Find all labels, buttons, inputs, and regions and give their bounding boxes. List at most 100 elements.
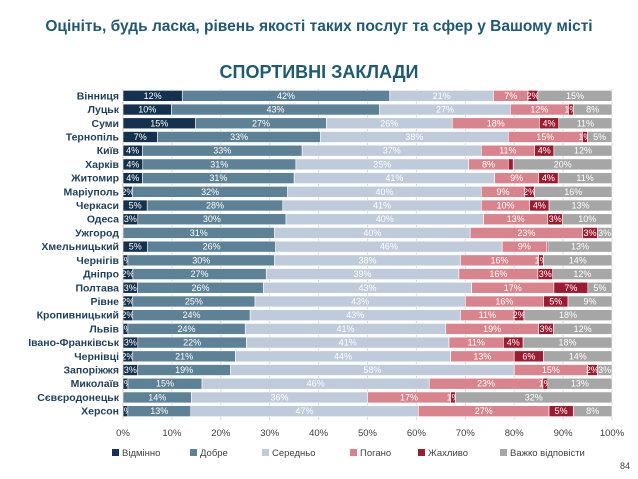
data-label: 9% xyxy=(583,296,596,306)
bar-segment xyxy=(587,281,613,294)
data-label: 14% xyxy=(569,351,587,361)
data-label: 4% xyxy=(126,173,139,183)
data-label: 12% xyxy=(574,324,592,334)
bar-segment xyxy=(567,295,613,308)
data-label: 1% xyxy=(539,379,552,389)
data-label: 39% xyxy=(354,269,372,279)
category-label: Одеса xyxy=(87,214,119,226)
data-label: 17% xyxy=(400,392,418,402)
data-label: 37% xyxy=(383,146,401,156)
data-label: 11% xyxy=(479,310,496,320)
data-label: 27% xyxy=(252,118,270,128)
data-label: 3% xyxy=(598,228,611,238)
x-tick-label: 10% xyxy=(162,428,182,439)
bar-segment xyxy=(552,268,613,280)
legend-label: Відмінно xyxy=(122,448,160,459)
data-label: 16% xyxy=(491,255,509,265)
category-label: Львів xyxy=(89,323,119,335)
data-label: 4% xyxy=(126,146,139,156)
data-label: 7% xyxy=(134,132,147,142)
legend-swatch xyxy=(500,449,507,456)
data-label: 13% xyxy=(571,379,589,389)
x-tick-label: 60% xyxy=(407,428,427,439)
data-label: 35% xyxy=(373,159,391,169)
data-label: 2% xyxy=(523,187,536,197)
data-label: 28% xyxy=(206,201,224,211)
data-label: 4% xyxy=(507,338,520,348)
data-label: 3% xyxy=(549,214,562,224)
data-label: 46% xyxy=(380,242,398,252)
category-label: Запоріжжя xyxy=(63,365,119,377)
category-label: Луцьк xyxy=(88,104,120,116)
data-label: 23% xyxy=(517,228,535,238)
category-label: Харків xyxy=(85,159,119,171)
bar-segment xyxy=(537,90,613,102)
data-label: 10% xyxy=(578,214,596,224)
data-label: 2% xyxy=(586,365,599,375)
data-label: 13% xyxy=(571,242,589,252)
x-tick-label: 90% xyxy=(554,428,574,439)
data-label: 33% xyxy=(213,146,231,156)
data-label: 7% xyxy=(564,283,577,293)
data-label: 40% xyxy=(375,187,393,197)
data-label: 2% xyxy=(121,310,134,320)
data-label: 1% xyxy=(564,105,577,115)
data-label: 8% xyxy=(482,159,495,169)
data-label: 5% xyxy=(593,283,606,293)
data-label: 3% xyxy=(124,365,137,375)
category-label: Київ xyxy=(97,145,120,157)
bar-segment xyxy=(558,117,613,130)
x-tick-label: 50% xyxy=(358,428,378,439)
data-label: 15% xyxy=(566,91,584,101)
data-label: 9% xyxy=(518,242,531,252)
data-label: 3% xyxy=(124,338,137,348)
data-label: 18% xyxy=(487,118,505,128)
data-label: 21% xyxy=(433,91,451,101)
bar-segment xyxy=(543,254,613,267)
x-tick-label: 20% xyxy=(211,428,231,439)
data-label: 30% xyxy=(203,214,221,224)
data-label: 12% xyxy=(574,146,592,156)
data-label: 13% xyxy=(473,351,491,361)
category-label: Рівне xyxy=(90,296,119,308)
data-label: 41% xyxy=(373,201,391,211)
data-label: 9% xyxy=(510,173,523,183)
bar-segment xyxy=(553,144,613,157)
data-label: 2% xyxy=(513,310,526,320)
data-label: 1% xyxy=(578,132,591,142)
data-label: 21% xyxy=(175,351,193,361)
data-label: 25% xyxy=(185,296,203,306)
page-number: 84 xyxy=(619,461,630,471)
data-label: 2% xyxy=(121,187,134,197)
category-label: Маріуполь xyxy=(63,186,119,198)
bar-segment xyxy=(543,350,613,363)
category-label: Чернівці xyxy=(74,351,119,363)
data-label: 2% xyxy=(121,351,134,361)
category-label: Кропивницький xyxy=(37,310,119,322)
data-label: 47% xyxy=(296,406,314,416)
data-label: 23% xyxy=(477,379,495,389)
legend-swatch xyxy=(190,449,197,456)
data-label: 4% xyxy=(533,201,546,211)
bar-segment xyxy=(534,186,613,198)
data-label: 8% xyxy=(586,105,599,115)
bar-segment xyxy=(572,103,613,116)
data-label: 18% xyxy=(559,338,577,348)
data-label: 43% xyxy=(358,283,376,293)
data-label: 16% xyxy=(564,187,582,197)
data-label: 5% xyxy=(549,296,562,306)
bar-segment xyxy=(587,131,613,143)
bar-segment xyxy=(572,405,613,417)
data-label: 40% xyxy=(363,228,381,238)
bar-segment xyxy=(557,172,613,184)
data-label: 4% xyxy=(538,146,551,156)
data-label: 11% xyxy=(467,338,484,348)
data-label: 30% xyxy=(192,255,210,265)
category-label: Ужгород xyxy=(75,227,119,239)
bar-segment xyxy=(547,240,613,253)
data-label: 27% xyxy=(436,105,454,115)
data-label: 16% xyxy=(495,296,513,306)
data-label: 42% xyxy=(277,91,295,101)
x-tick-label: 40% xyxy=(309,428,329,439)
